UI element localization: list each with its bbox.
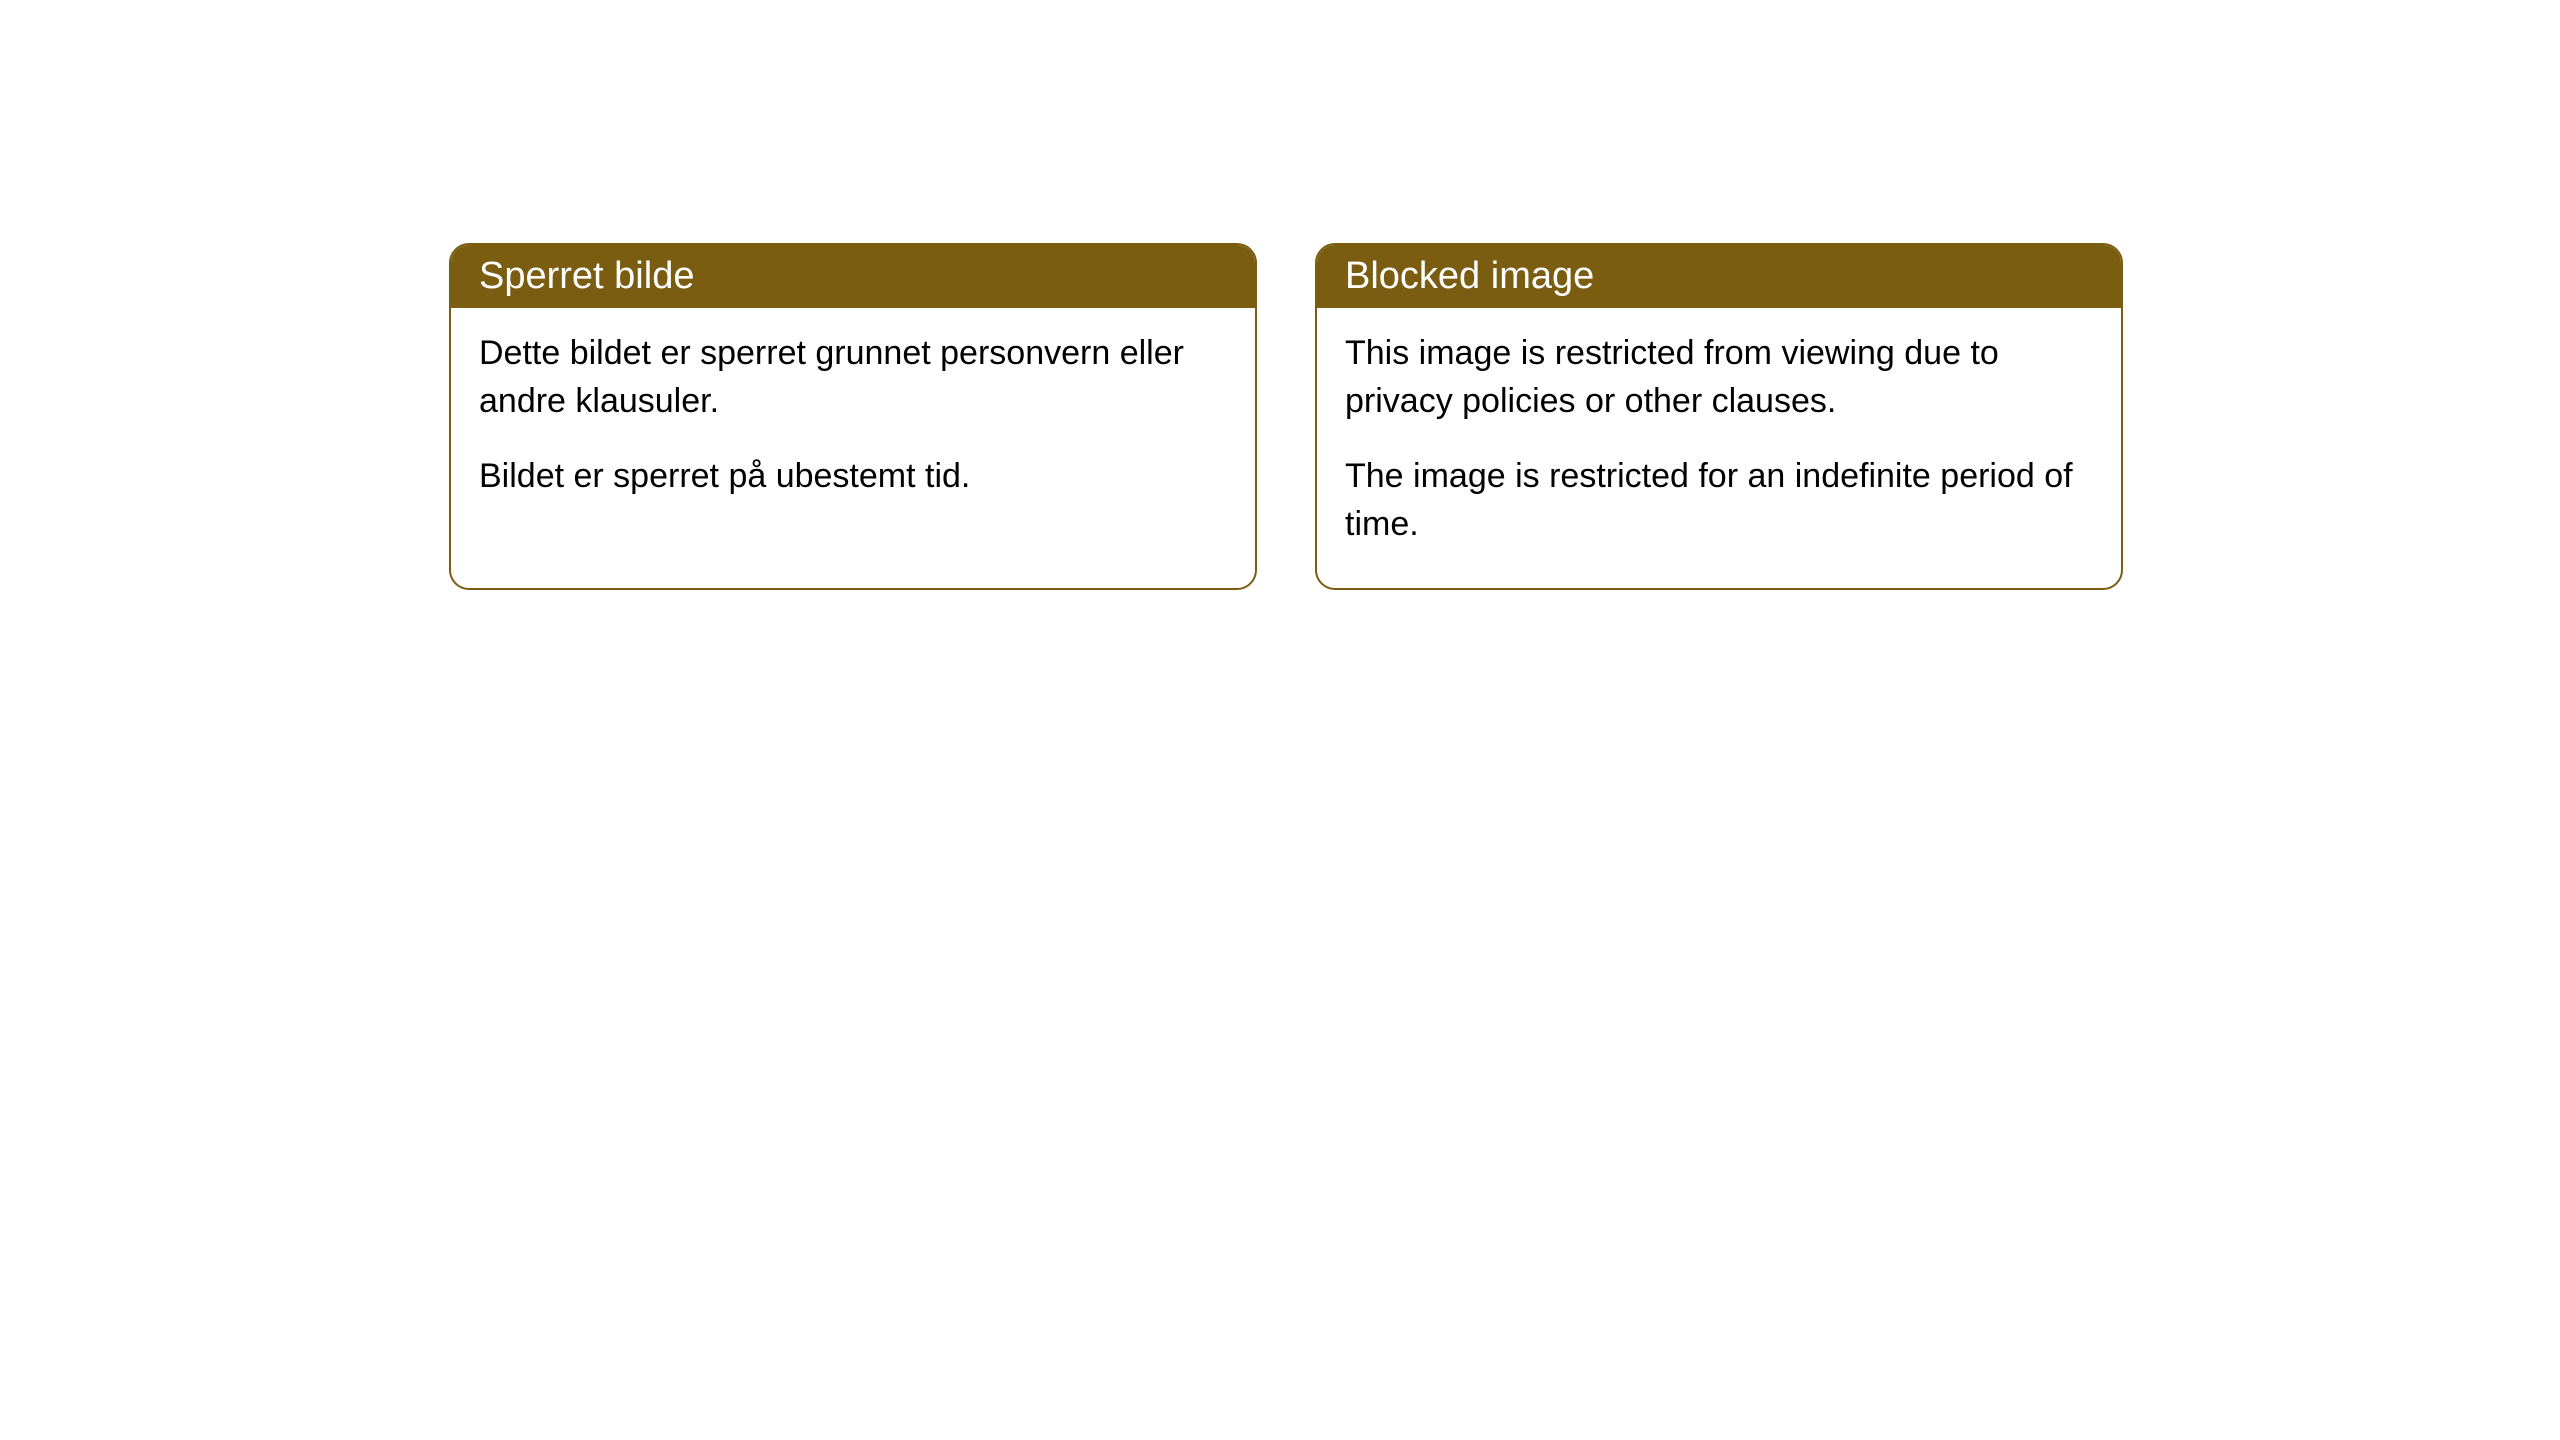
card-title: Blocked image bbox=[1345, 255, 1594, 297]
card-paragraph-2: The image is restricted for an indefinit… bbox=[1345, 453, 2093, 548]
card-paragraph-2: Bildet er sperret på ubestemt tid. bbox=[479, 453, 1227, 501]
card-body-norwegian: Dette bildet er sperret grunnet personve… bbox=[451, 308, 1255, 541]
notice-card-norwegian: Sperret bilde Dette bildet er sperret gr… bbox=[449, 243, 1257, 590]
card-body-english: This image is restricted from viewing du… bbox=[1317, 308, 2121, 588]
card-paragraph-1: This image is restricted from viewing du… bbox=[1345, 330, 2093, 425]
notice-card-english: Blocked image This image is restricted f… bbox=[1315, 243, 2123, 590]
card-header-norwegian: Sperret bilde bbox=[451, 245, 1255, 308]
card-title: Sperret bilde bbox=[479, 255, 694, 297]
card-header-english: Blocked image bbox=[1317, 245, 2121, 308]
notice-cards-container: Sperret bilde Dette bildet er sperret gr… bbox=[449, 243, 2123, 590]
card-paragraph-1: Dette bildet er sperret grunnet personve… bbox=[479, 330, 1227, 425]
